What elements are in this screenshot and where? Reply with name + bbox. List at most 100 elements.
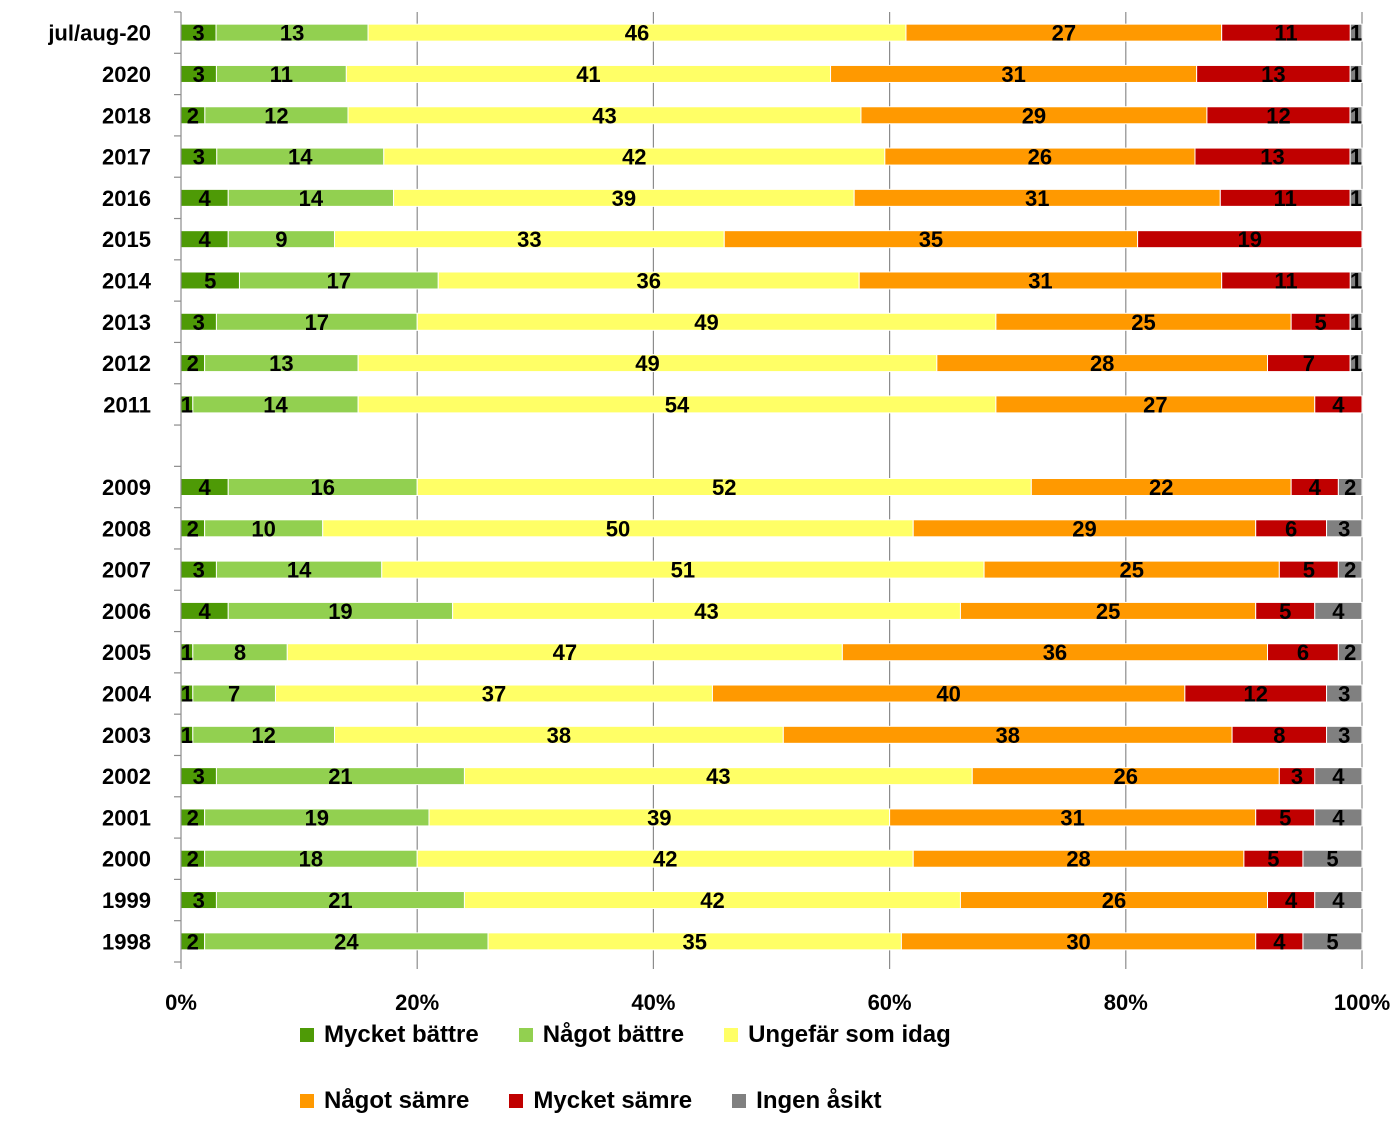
bar-segment <box>1137 230 1363 249</box>
bar-segment <box>1337 560 1363 579</box>
x-tick-label: 60% <box>868 990 912 1010</box>
data-label: 4 <box>1309 475 1322 500</box>
data-label: 1 <box>181 640 193 665</box>
data-label: 31 <box>1001 62 1025 87</box>
data-label: 5 <box>1279 805 1291 830</box>
data-label: 4 <box>1332 764 1345 789</box>
data-label: 3 <box>1338 723 1350 748</box>
category-label: 2007 <box>102 558 151 583</box>
legend-label: Ingen åsikt <box>756 1087 882 1114</box>
data-label: 35 <box>682 929 706 954</box>
data-label: 2 <box>1344 640 1356 665</box>
data-label: 5 <box>1315 310 1327 335</box>
data-label: 21 <box>328 888 352 913</box>
data-label: 3 <box>193 764 205 789</box>
data-label: 5 <box>1326 929 1338 954</box>
category-label: 2011 <box>103 392 151 417</box>
stacked-bar-chart: jul/aug-20202020182017201620152014201320… <box>47 11 1390 1010</box>
legend-swatch <box>509 1094 524 1108</box>
data-label: 4 <box>1332 599 1345 624</box>
category-label: 2009 <box>102 475 151 500</box>
data-label: 54 <box>665 392 690 417</box>
data-label: 1 <box>1350 310 1362 335</box>
bars <box>180 23 1363 951</box>
legend-swatch <box>724 1028 739 1042</box>
data-label: 19 <box>328 599 352 624</box>
data-label: 1 <box>1350 103 1362 128</box>
data-label: 2 <box>187 805 199 830</box>
bar-segment <box>1314 601 1363 620</box>
bar-segment <box>1349 312 1363 331</box>
data-label: 16 <box>310 475 334 500</box>
data-label: 35 <box>919 227 943 252</box>
data-label: 1 <box>181 723 193 748</box>
category-label: jul/aug-20 <box>47 21 151 46</box>
data-label: 9 <box>275 227 287 252</box>
data-label: 1 <box>181 682 193 707</box>
data-label: 47 <box>553 640 577 665</box>
data-label: 5 <box>204 268 216 293</box>
data-label: 49 <box>635 351 659 376</box>
data-label: 4 <box>1332 392 1345 417</box>
data-label: 25 <box>1131 310 1155 335</box>
data-label: 2 <box>187 351 199 376</box>
data-label: 4 <box>1332 888 1345 913</box>
legend-swatch <box>518 1028 533 1042</box>
data-label: 1 <box>1350 268 1362 293</box>
data-label: 4 <box>198 599 211 624</box>
category-label: 2017 <box>102 145 151 170</box>
data-label: 2 <box>187 103 199 128</box>
data-label: 8 <box>234 640 246 665</box>
data-label: 12 <box>264 103 288 128</box>
data-label: 7 <box>228 682 240 707</box>
data-label: 19 <box>1238 227 1262 252</box>
data-label: 1 <box>1350 21 1362 46</box>
legend-item-mycket-battre: Mycket bättre <box>300 1021 479 1049</box>
legend-swatch <box>300 1094 314 1108</box>
data-label: 52 <box>712 475 736 500</box>
data-label: 28 <box>1090 351 1114 376</box>
category-label: 2012 <box>102 351 151 376</box>
bar-segment <box>1326 725 1363 744</box>
data-label: 39 <box>647 805 671 830</box>
category-label: 1999 <box>102 888 151 913</box>
data-label: 25 <box>1096 599 1120 624</box>
data-label: 14 <box>288 145 313 170</box>
data-label: 2 <box>1344 558 1356 583</box>
data-label: 29 <box>1072 516 1096 541</box>
data-label: 28 <box>1066 847 1090 872</box>
data-label: 37 <box>482 682 506 707</box>
category-label: 2008 <box>102 516 151 541</box>
data-label: 30 <box>1066 929 1090 954</box>
data-label: 31 <box>1060 805 1084 830</box>
category-label: 2000 <box>102 847 151 872</box>
data-label: 3 <box>193 62 205 87</box>
data-label: 26 <box>1102 888 1126 913</box>
data-label: 1 <box>1350 186 1362 211</box>
legend-label: Ungefär som idag <box>748 1021 951 1048</box>
data-label: 31 <box>1025 186 1049 211</box>
data-label: 39 <box>612 186 636 211</box>
category-label: 2002 <box>102 764 151 789</box>
data-label: 12 <box>251 723 275 748</box>
data-label: 13 <box>1261 62 1285 87</box>
data-label: 26 <box>1114 764 1138 789</box>
data-label: 2 <box>187 929 199 954</box>
data-label: 1 <box>1350 145 1362 170</box>
data-label: 5 <box>1267 847 1279 872</box>
data-label: 17 <box>305 310 329 335</box>
data-label: 4 <box>198 186 211 211</box>
bar-segment <box>1314 395 1363 414</box>
data-label: 22 <box>1149 475 1173 500</box>
data-label: 11 <box>1274 21 1297 46</box>
data-label: 38 <box>547 723 571 748</box>
data-label: 5 <box>1279 599 1291 624</box>
data-label: 3 <box>193 145 205 170</box>
data-label: 42 <box>653 847 677 872</box>
data-label: 3 <box>1338 516 1350 541</box>
data-label: 43 <box>592 103 616 128</box>
bar-segment <box>1314 767 1363 786</box>
bar-segment <box>1302 932 1363 951</box>
data-label: 26 <box>1028 145 1052 170</box>
data-label: 12 <box>1243 682 1267 707</box>
